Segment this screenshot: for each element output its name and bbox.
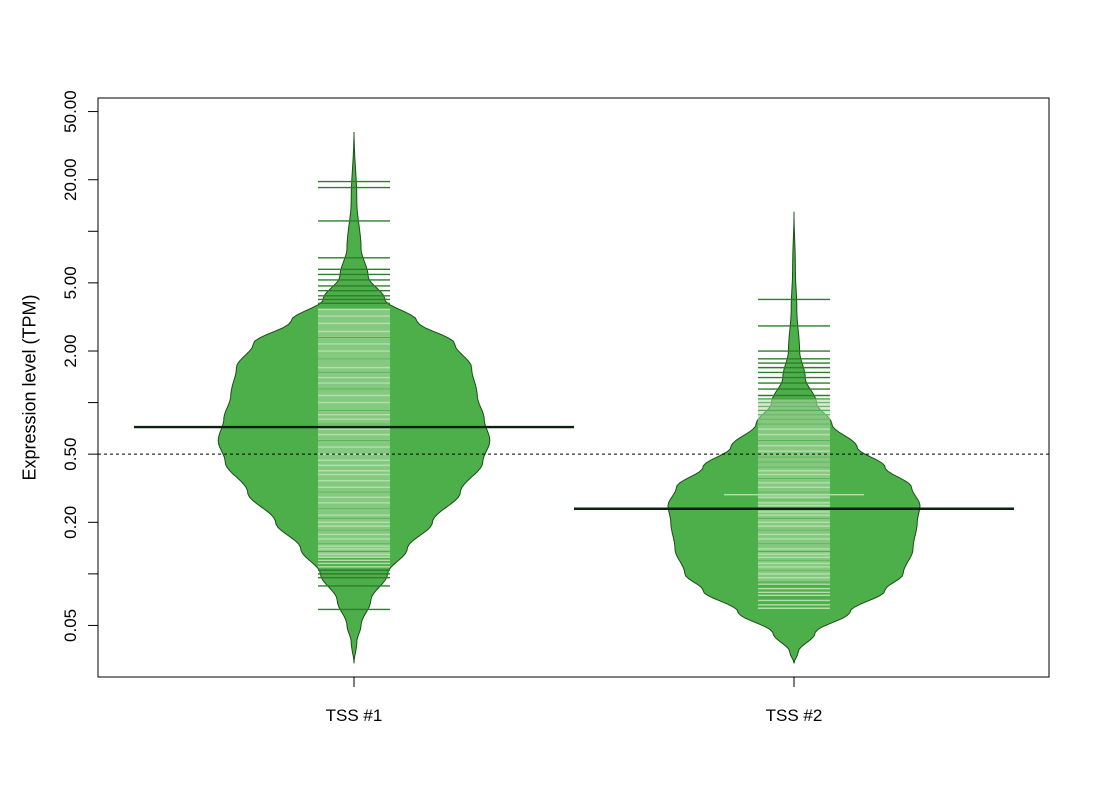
mean-lines-group [134, 425, 1014, 510]
y-tick-label: 20.00 [61, 158, 80, 201]
y-axis-label: Expression level (TPM) [19, 294, 40, 481]
sample-lines-dense-band [758, 398, 830, 582]
y-tick-label: 50.00 [61, 90, 80, 133]
y-tick-label: 5.00 [61, 266, 80, 299]
y-tick-label: 2.00 [61, 334, 80, 367]
sample-lines-dense-band [318, 309, 390, 558]
x-tick-label: TSS #2 [766, 706, 823, 725]
y-tick-label: 0.50 [61, 438, 80, 471]
y-axis: 0.05 0.20 0.50 2.00 5.00 20.00 50.00 [61, 90, 98, 642]
y-tick-label: 0.20 [61, 506, 80, 539]
x-axis: TSS #1 TSS #2 [326, 677, 823, 725]
y-tick-label: 0.05 [61, 609, 80, 642]
plot-frame [97, 97, 1050, 678]
sample-lines-group [318, 180, 864, 611]
x-tick-label: TSS #1 [326, 706, 383, 725]
